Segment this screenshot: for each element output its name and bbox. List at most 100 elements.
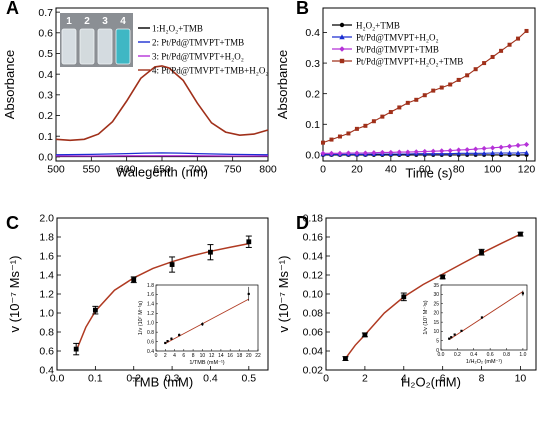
inset-x-tick-label: 0.8 xyxy=(503,352,510,358)
data-point xyxy=(490,150,496,156)
data-point xyxy=(479,249,484,255)
inset-x-tick-label: 0.6 xyxy=(487,352,494,358)
inset-y-tick-label: 10 xyxy=(433,329,439,335)
data-point xyxy=(480,316,484,319)
data-point xyxy=(473,67,478,72)
data-point xyxy=(499,48,504,53)
x-tick-label: 80 xyxy=(453,164,465,176)
legend-label: Pt/Pd@TMVPT+TMB xyxy=(356,45,439,55)
x-tick-label: 800 xyxy=(259,164,277,176)
series-line-2 xyxy=(55,152,269,156)
inset-c: 0 2 4 6 8 10 12 14 16 18 20 22 0.4 0.6 0.8 1.0 1.2 1.4 1.6… xyxy=(137,283,261,366)
x-tick-label: 600 xyxy=(118,164,136,176)
inset-y-tick-label: 0.8 xyxy=(147,330,154,336)
inset-y-tick-label: 0 xyxy=(436,348,439,354)
vial-label: 1 xyxy=(66,16,72,27)
x-tick-label: 0.2 xyxy=(126,373,141,385)
y-tick-label: 0.4 xyxy=(305,27,320,39)
inset-y-tick-label: 15 xyxy=(433,320,439,326)
data-point xyxy=(439,148,445,154)
legend-label: Pt/Pd@TMVPT+H₂O₂ xyxy=(356,33,439,43)
data-point xyxy=(481,145,487,152)
x-tick-label: 650 xyxy=(153,164,171,176)
y-tick-label: 0.6 xyxy=(38,27,53,39)
vial-label: 2 xyxy=(84,16,90,27)
inset-y-tick-label: 5 xyxy=(436,339,439,345)
inset-x-tick-label: 14 xyxy=(218,353,224,359)
data-point xyxy=(339,58,345,64)
data-point xyxy=(450,336,453,339)
data-point xyxy=(201,323,204,326)
x-tick-label: 40 xyxy=(385,164,397,176)
y-axis-label: Absorbance xyxy=(275,50,290,119)
data-point xyxy=(164,341,167,345)
x-tick-label: 0 xyxy=(320,164,326,176)
fit-curve xyxy=(75,242,249,352)
data-point xyxy=(371,119,376,124)
data-point xyxy=(371,150,377,156)
data-point xyxy=(73,346,79,352)
data-point xyxy=(362,150,368,156)
data-point xyxy=(473,146,479,152)
y-tick-label: 0.3 xyxy=(38,90,53,102)
y-tick-label: 0.10 xyxy=(303,289,324,301)
y-tick-label: 1.6 xyxy=(39,251,54,263)
inset-x-tick-label: 2 xyxy=(164,353,167,359)
y-tick-label: 0.3 xyxy=(305,58,320,70)
y-tick-label: 2.0 xyxy=(39,213,54,225)
data-point xyxy=(379,149,385,156)
data-point xyxy=(448,82,453,87)
data-point xyxy=(524,150,530,155)
x-axis-label: H₂O₂(mM) xyxy=(401,375,461,390)
data-point xyxy=(337,134,342,139)
x-tick-label: 100 xyxy=(484,164,502,176)
data-group-c xyxy=(73,235,252,356)
inset-y-tick-label: 25 xyxy=(433,301,439,307)
y-tick-label: 0.06 xyxy=(303,327,324,339)
y-tick-label: 0.0 xyxy=(38,152,53,164)
data-point xyxy=(414,97,419,102)
y-axis-label: v (10⁻⁷ Ms⁻¹) xyxy=(7,256,22,333)
data-point xyxy=(506,143,513,149)
data-point xyxy=(516,36,521,41)
y-tick-label: 0.12 xyxy=(303,270,324,282)
x-tick-label: 20 xyxy=(351,164,363,176)
inset-y-tick-label: 1.6 xyxy=(147,292,154,298)
data-point xyxy=(507,150,513,156)
data-point xyxy=(246,239,252,245)
y-tick-label: 1.8 xyxy=(39,232,54,244)
data-point xyxy=(490,54,495,59)
data-point xyxy=(507,42,512,47)
inset-x-tick-label: 8 xyxy=(192,353,195,359)
data-point xyxy=(440,274,446,280)
inset-y-axis-label: 1/v (10⁷ M⁻¹s) xyxy=(422,300,429,334)
x-tick-label: 8 xyxy=(479,373,485,385)
legend-label: 1:H₂O₂+TMB xyxy=(152,24,203,34)
inset-y-tick-label: 35 xyxy=(433,283,439,289)
data-point xyxy=(92,307,98,313)
x-tick-label: 0.1 xyxy=(88,373,103,385)
data-point xyxy=(481,150,487,156)
data-point xyxy=(521,292,525,295)
data-point xyxy=(405,100,410,105)
inset-x-tick-label: 6 xyxy=(182,353,185,359)
data-point xyxy=(178,333,181,337)
y-tick-label: 0.7 xyxy=(38,7,53,19)
data-point xyxy=(473,150,479,156)
y-tick-label: 0.0 xyxy=(305,150,320,162)
y-tick-label: 0.16 xyxy=(303,232,324,244)
data-point xyxy=(431,88,436,93)
y-axis-label: v (10⁻⁷ Ms⁻¹) xyxy=(276,256,291,333)
legend-label: 4: Pt/Pd@TMVPT+TMB+H₂O₂ xyxy=(152,66,268,76)
data-point xyxy=(422,148,428,155)
data-point xyxy=(524,28,529,33)
x-tick-label: 700 xyxy=(189,164,207,176)
data-point xyxy=(329,137,334,142)
inset-y-tick-label: 1.0 xyxy=(147,321,154,327)
panel-label-d: D xyxy=(296,213,309,233)
data-point xyxy=(464,150,470,156)
vial-label: 3 xyxy=(102,16,108,27)
panel-label-b: B xyxy=(296,0,309,18)
data-point xyxy=(439,85,444,90)
data-point xyxy=(498,150,504,156)
